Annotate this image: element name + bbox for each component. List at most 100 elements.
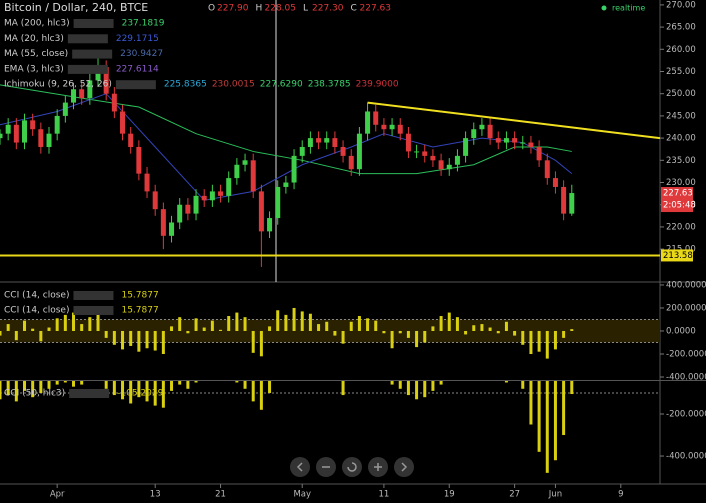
cci-bar bbox=[472, 325, 476, 331]
candle-body bbox=[405, 133, 411, 152]
cci-bar bbox=[423, 330, 427, 343]
symbol-title[interactable]: Bitcoin / Dollar, 240, BTCE bbox=[4, 1, 148, 14]
cci-bar bbox=[537, 381, 541, 452]
candle-body bbox=[340, 146, 346, 156]
cci-bar bbox=[104, 381, 108, 389]
candle-body bbox=[258, 191, 264, 232]
cci-bar bbox=[341, 330, 345, 344]
cci-bar bbox=[447, 312, 451, 331]
cci-bar bbox=[219, 329, 223, 331]
y-tick-label: 230.00 bbox=[666, 178, 696, 188]
y-tick-label: 245.00 bbox=[666, 111, 696, 121]
ohlc-key: L bbox=[303, 4, 308, 14]
candle-body bbox=[503, 138, 509, 143]
indicator-menu[interactable] bbox=[115, 80, 156, 90]
x-tick-label: 19 bbox=[444, 490, 455, 500]
cci-bar bbox=[406, 330, 410, 338]
cci-bar bbox=[251, 381, 255, 402]
y-tick-label: 400.0000 bbox=[666, 280, 706, 290]
candle-body bbox=[169, 222, 175, 236]
cci-bar bbox=[325, 321, 329, 331]
indicator-menu[interactable] bbox=[67, 34, 108, 44]
cci-bar bbox=[545, 381, 549, 473]
indicator-menu[interactable] bbox=[73, 291, 114, 300]
status: realtime bbox=[612, 4, 645, 13]
cci-bar bbox=[55, 318, 59, 331]
ohlc-value: 227.63 bbox=[360, 4, 392, 14]
cci-bar bbox=[308, 313, 312, 331]
candle-body bbox=[536, 146, 542, 161]
cci-bar bbox=[480, 324, 484, 331]
price-box bbox=[661, 249, 693, 262]
cci-bar bbox=[63, 314, 67, 331]
candle-body bbox=[291, 155, 297, 183]
cci-bar bbox=[129, 330, 133, 346]
candle-body bbox=[552, 178, 558, 187]
cci-bar bbox=[317, 324, 321, 331]
candle-body bbox=[87, 80, 93, 99]
cci-bar bbox=[553, 330, 557, 350]
indicator-menu[interactable] bbox=[73, 19, 114, 28]
candle-body bbox=[438, 160, 444, 170]
y-tick-label: 200.0000 bbox=[666, 303, 706, 313]
ohlc-key: H bbox=[256, 4, 263, 14]
indicator-menu[interactable] bbox=[69, 389, 110, 398]
y-tick-label: 260.00 bbox=[666, 45, 696, 55]
cci-bar bbox=[357, 316, 361, 331]
candle-body bbox=[160, 209, 166, 236]
x-tick-label: 27 bbox=[509, 490, 520, 500]
candle-body bbox=[201, 195, 207, 201]
cci-bar bbox=[112, 381, 116, 396]
cci-bar bbox=[431, 381, 435, 391]
candle-body bbox=[46, 133, 52, 147]
candle-body bbox=[422, 151, 428, 156]
cci-pane bbox=[0, 381, 660, 473]
candle-body bbox=[446, 164, 452, 170]
candle-body bbox=[234, 164, 240, 179]
cci-bar bbox=[570, 329, 574, 331]
cci-bar bbox=[415, 330, 419, 348]
indicator-value: 239.9000 bbox=[356, 80, 399, 90]
price-box bbox=[661, 187, 693, 213]
cci-bar bbox=[545, 330, 549, 359]
indicator-label: MA (200, hlc3) bbox=[4, 19, 70, 29]
scroll-button[interactable] bbox=[394, 457, 414, 477]
indicator-menu[interactable] bbox=[72, 49, 113, 59]
cci-bar bbox=[170, 326, 174, 331]
cci-bar bbox=[153, 330, 157, 351]
zoom-out-button[interactable] bbox=[290, 457, 310, 477]
cci-bar bbox=[129, 381, 133, 404]
candle-body bbox=[332, 138, 338, 147]
x-tick-label: May bbox=[293, 490, 311, 500]
indicator-menu[interactable] bbox=[73, 306, 114, 315]
candle-body bbox=[177, 204, 183, 223]
cci-bar bbox=[243, 317, 247, 331]
indicator-label: CCI (14, close) bbox=[4, 306, 69, 316]
cci-bar bbox=[341, 381, 345, 396]
status-dot bbox=[601, 5, 607, 11]
candle-body bbox=[348, 155, 354, 170]
y-tick-label: 235.00 bbox=[666, 156, 696, 166]
indicator-value: 237.1819 bbox=[122, 19, 165, 29]
reset-button[interactable] bbox=[342, 457, 362, 477]
indicator-value: 227.6114 bbox=[116, 64, 159, 74]
cci-bar bbox=[39, 330, 43, 342]
indicator-value: 15.7877 bbox=[121, 306, 158, 316]
candle-body bbox=[185, 204, 191, 214]
cci-bar bbox=[243, 381, 247, 389]
indicator-value: 229.1715 bbox=[116, 34, 159, 44]
candle-body bbox=[54, 115, 60, 134]
candle-body bbox=[218, 191, 224, 196]
candle-body bbox=[79, 89, 85, 99]
indicator-menu[interactable] bbox=[67, 64, 108, 74]
cci-bar bbox=[80, 324, 84, 331]
candle-body bbox=[38, 129, 44, 147]
cci-bar bbox=[398, 381, 402, 389]
cci-bar bbox=[14, 330, 18, 341]
y-tick-label: 265.00 bbox=[666, 23, 696, 33]
cci-bar bbox=[161, 381, 165, 408]
indicator-label: CCI (14, close) bbox=[4, 291, 69, 301]
cci-bar bbox=[562, 381, 566, 436]
cci-bar bbox=[292, 307, 296, 331]
candle-body bbox=[0, 133, 3, 139]
